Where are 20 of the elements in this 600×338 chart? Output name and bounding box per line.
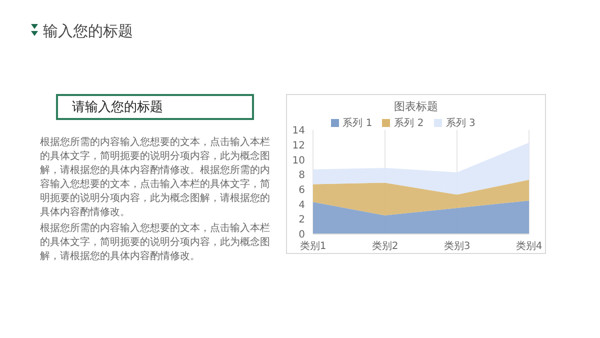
y-tick-label: 12 [292,140,305,152]
text: 根据您所需的内容输入您想要的文本，点击输入本栏的具体文字，简明扼要的说明分项内容，此为概念图解，请根据您的具体内容酌情修改。 [40,222,271,264]
y-tick-label: 6 [298,184,305,196]
legend-label: 系列 2 [394,118,424,129]
x-tick-label: 类别2 [372,240,398,252]
y-tick-label: 10 [292,155,305,166]
legend-label: 系列 3 [446,118,476,129]
legend-label: 系列 1 [342,118,372,129]
x-tick-label: 类别1 [300,240,326,252]
y-tick-label: 2 [298,214,305,226]
chart-title: 图表标题 [393,99,439,114]
x-tick-label: 类别4 [516,240,542,252]
text: 根据您所需的内容输入您想要的文本，点击输入本栏的具体文字，简明扼要的说明分项内容，此为概念图解，请根据您的具体内容酌情修改。根据您所需的内容输入您想要的文本，点击输入本栏的具体文字，简明扼要的说明分项内容，此为概念图解，请根据您的具体内容酌情修改。 [40,136,271,220]
y-tick-label: 8 [298,170,305,182]
y-tick-label: 14 [292,126,305,137]
y-tick-label: 4 [298,200,305,211]
y-tick-label: 0 [298,230,305,241]
text: 请输入您的标题 [72,99,163,116]
text: 输入您的标题 [43,22,133,41]
x-tick-label: 类别3 [444,240,470,252]
